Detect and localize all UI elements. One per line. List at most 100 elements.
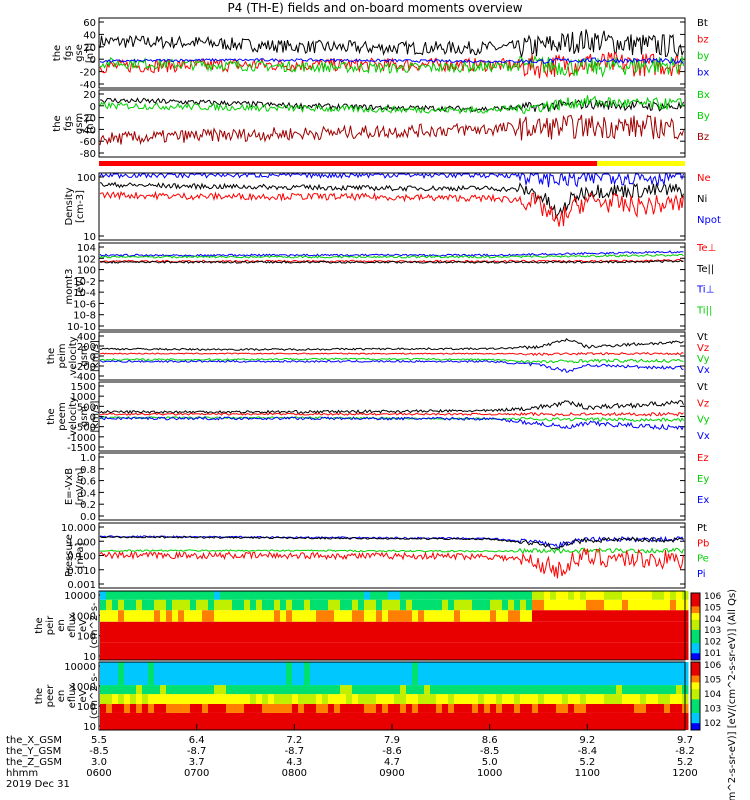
spectrogram-cell: [388, 662, 395, 686]
spectrogram-cell: [268, 599, 275, 611]
y-tick-label: 0.2: [80, 500, 96, 511]
spectrogram-cell: [550, 685, 557, 695]
spectrogram-cell: [472, 662, 479, 686]
series-line-Pi: [99, 535, 684, 549]
spectrogram-cell: [538, 621, 545, 643]
x-row-value: -8.5: [89, 746, 109, 757]
spectrogram-cell: [166, 685, 173, 695]
spectrogram-cell: [592, 662, 599, 686]
y-tick-label: -1000: [67, 433, 96, 444]
legend-entry: bz: [697, 35, 709, 46]
colorbar-cell: [691, 606, 700, 611]
spectrogram-cell: [454, 662, 461, 686]
spectrogram-cell: [400, 642, 407, 660]
spectrogram-cell: [532, 662, 539, 686]
spectrogram-cell: [580, 712, 587, 730]
spectrogram-cell: [364, 642, 371, 660]
spectrogram-cell: [676, 703, 683, 713]
spectrogram-cell: [550, 703, 557, 713]
spectrogram-cell: [496, 591, 503, 600]
spectrogram-cell: [592, 621, 599, 643]
spectrogram-cell: [442, 703, 449, 713]
x-row-value: -8.7: [285, 746, 305, 757]
spectrogram-cell: [598, 599, 605, 611]
mode-bar-segment: [597, 161, 685, 166]
y-axis-label: peim: [57, 343, 68, 368]
spectrogram-cell: [634, 662, 641, 686]
spectrogram-cell: [298, 642, 305, 660]
spectrogram-cell: [670, 685, 677, 695]
spectrogram-cell: [652, 621, 659, 643]
spectrogram-cell: [604, 712, 611, 730]
series-line-Bz: [99, 114, 684, 146]
spectrogram-cell: [304, 599, 311, 611]
spectrogram-cell: [292, 642, 299, 660]
spectrogram-cell: [538, 642, 545, 660]
spectrogram-cell: [436, 712, 443, 730]
y-axis-label: eV: [78, 619, 89, 632]
spectrogram-cell: [214, 621, 221, 643]
spectrogram-cell: [442, 591, 449, 600]
spectrogram-cell: [190, 642, 197, 660]
spectrogram-cell: [160, 599, 167, 611]
spectrogram-cell: [364, 599, 371, 611]
spectrogram-cell: [478, 621, 485, 643]
y-axis-label: velocity: [68, 336, 79, 375]
spectrogram-cell: [550, 662, 557, 686]
spectrogram-cell: [136, 642, 143, 660]
spectrogram-cell: [202, 621, 209, 643]
spectrogram-cell: [340, 621, 347, 643]
spectrogram-cell: [472, 685, 479, 695]
spectrogram-cell: [562, 712, 569, 730]
spectrogram-cell: [208, 712, 215, 730]
spectrogram-cell: [676, 591, 683, 600]
spectrogram-cell: [268, 621, 275, 643]
spectrogram-cell: [580, 662, 587, 686]
spectrogram-cell: [328, 703, 335, 713]
spectrogram-cell: [220, 599, 227, 611]
spectrogram-cell: [118, 642, 125, 660]
spectrogram-cell: [118, 610, 125, 622]
spectrogram-cell: [106, 621, 113, 643]
spectrogram-cell: [646, 685, 653, 695]
spectrogram-cell: [526, 685, 533, 695]
x-row-value: 0800: [282, 768, 307, 779]
spectrogram-cell: [310, 685, 317, 695]
spectrogram-cell: [286, 712, 293, 730]
y-tick-label: 1.0: [80, 453, 96, 464]
spectrogram-cell: [652, 591, 659, 600]
spectrogram-cell: [508, 703, 515, 713]
spectrogram-cell: [232, 599, 239, 611]
spectrogram-cell: [154, 694, 161, 704]
spectrogram-cell: [634, 703, 641, 713]
spectrogram-cell: [388, 599, 395, 611]
spectrogram-cell: [364, 610, 371, 622]
spectrogram-cell: [106, 642, 113, 660]
y-axis-label: the: [34, 617, 45, 633]
spectrogram-cell: [652, 610, 659, 622]
spectrogram-cell: [574, 642, 581, 660]
x-row-value: 6.4: [189, 735, 205, 746]
y-axis-label: the: [34, 688, 45, 704]
spectrogram-cell: [400, 591, 407, 600]
spectrogram-cell: [178, 662, 185, 686]
legend-entry: Ti||: [696, 305, 712, 316]
spectrogram-cell: [268, 703, 275, 713]
spectrogram-cell: [562, 703, 569, 713]
colorbar-tick-label: 101: [704, 649, 721, 659]
spectrogram-cell: [532, 694, 539, 704]
spectrogram-cell: [466, 703, 473, 713]
x-row-value: 5.2: [579, 757, 595, 768]
spectrogram-cell: [166, 662, 173, 686]
spectrogram-cell: [628, 621, 635, 643]
spectrogram-cell: [472, 703, 479, 713]
spectrogram-cell: [394, 712, 401, 730]
spectrogram-cell: [484, 591, 491, 600]
spectrogram-cell: [226, 591, 233, 600]
spectrogram-cell: [244, 591, 251, 600]
spectrogram-cell: [190, 685, 197, 695]
spectrogram-cell: [286, 642, 293, 660]
spectrogram-cell: [616, 685, 623, 695]
spectrogram-cell: [256, 591, 263, 600]
spectrogram-cell: [202, 662, 209, 686]
